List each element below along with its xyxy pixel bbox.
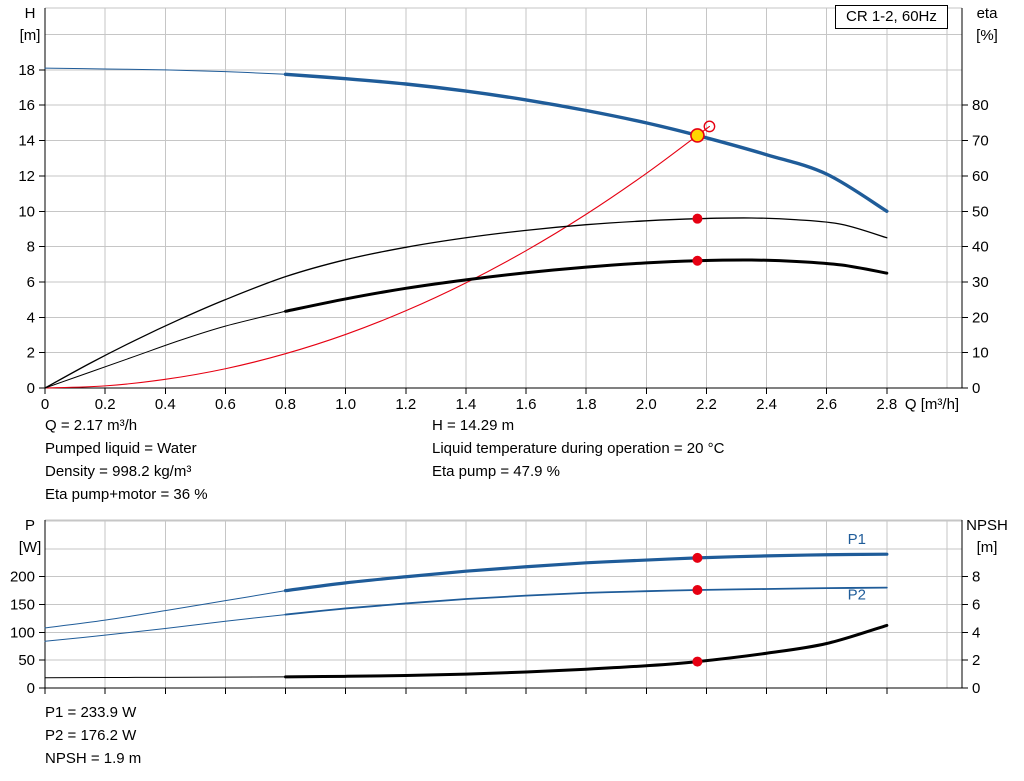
svg-text:6: 6 xyxy=(27,274,35,291)
svg-text:150: 150 xyxy=(10,597,35,614)
svg-text:2: 2 xyxy=(27,345,35,362)
series-p1 xyxy=(44,552,889,629)
svg-text:8: 8 xyxy=(972,569,980,586)
liquid-temp-text: Liquid temperature during operation = 20… xyxy=(432,440,725,457)
svg-text:H: H xyxy=(25,5,36,22)
series-p2 xyxy=(44,586,888,642)
svg-text:2: 2 xyxy=(972,652,980,669)
duty-flow-text: Q = 2.17 m³/h xyxy=(45,417,138,434)
svg-text:100: 100 xyxy=(10,624,35,641)
svg-text:[m]: [m] xyxy=(20,27,41,44)
svg-text:1.2: 1.2 xyxy=(395,396,416,412)
pump-model-badge: CR 1-2, 60Hz xyxy=(835,5,948,29)
series-system-curve xyxy=(44,125,710,389)
duty-head-text: H = 14.29 m xyxy=(432,417,515,434)
svg-text:4: 4 xyxy=(972,624,980,641)
svg-text:0.4: 0.4 xyxy=(155,396,176,412)
axis-labels: 0 2 4 6 8 10 12 14 16 18 0 10 20 30 40 50 60 70 80 0 0.2 0.4 0… xyxy=(18,5,998,412)
svg-text:2.4: 2.4 xyxy=(756,396,777,412)
series-eta-pump xyxy=(44,217,888,389)
svg-text:2.2: 2.2 xyxy=(696,396,717,412)
svg-text:[%]: [%] xyxy=(976,27,998,44)
marker-dot xyxy=(692,584,703,595)
marker-dot xyxy=(692,255,703,266)
svg-text:14: 14 xyxy=(18,133,35,150)
svg-text:0: 0 xyxy=(972,680,980,697)
power-info-column: P1 = 233.9 W P2 = 176.2 W NPSH = 1.9 m xyxy=(45,701,141,770)
marker-dot xyxy=(692,656,703,667)
svg-text:10: 10 xyxy=(18,203,35,220)
axes xyxy=(39,8,968,394)
svg-text:70: 70 xyxy=(972,133,989,150)
svg-text:NPSH: NPSH xyxy=(966,517,1008,534)
duty-point-marker[interactable] xyxy=(690,128,705,143)
grid xyxy=(45,519,962,688)
svg-text:50: 50 xyxy=(972,203,989,220)
svg-text:0: 0 xyxy=(972,380,980,397)
svg-text:0: 0 xyxy=(27,680,35,697)
svg-text:0.2: 0.2 xyxy=(95,396,116,412)
series-label-P1: P1 xyxy=(848,531,866,548)
hq-eta-chart: 0 2 4 6 8 10 12 14 16 18 0 10 20 30 40 50 60 70 80 0 0.2 0.4 0… xyxy=(18,5,998,412)
grid xyxy=(45,7,962,388)
svg-text:0.6: 0.6 xyxy=(215,396,236,412)
density-text: Density = 998.2 kg/m³ xyxy=(45,463,192,480)
axis-labels: 0 50 100 150 200 0 2 4 6 8 P [W] NPSH [m] xyxy=(10,517,1008,697)
svg-text:eta: eta xyxy=(977,5,999,22)
svg-text:12: 12 xyxy=(18,168,35,185)
eta-pump-motor-text: Eta pump+motor = 36 % xyxy=(45,486,208,503)
svg-text:16: 16 xyxy=(18,97,35,114)
p2-value-text: P2 = 176.2 W xyxy=(45,727,137,744)
svg-text:1.0: 1.0 xyxy=(335,396,356,412)
svg-text:2.6: 2.6 xyxy=(816,396,837,412)
svg-text:1.6: 1.6 xyxy=(516,396,537,412)
npsh-value-text: NPSH = 1.9 m xyxy=(45,750,142,767)
marker-dot xyxy=(692,552,703,563)
marker-dot xyxy=(692,213,703,224)
svg-text:18: 18 xyxy=(18,62,35,79)
svg-text:1.8: 1.8 xyxy=(576,396,597,412)
duty-info-left-column: Q = 2.17 m³/h Pumped liquid = Water Dens… xyxy=(45,414,208,506)
svg-text:2.8: 2.8 xyxy=(876,396,897,412)
svg-text:10: 10 xyxy=(972,345,989,362)
series-npsh xyxy=(44,623,889,679)
svg-text:50: 50 xyxy=(18,652,35,669)
svg-text:P: P xyxy=(25,517,35,534)
svg-text:80: 80 xyxy=(972,97,989,114)
axes xyxy=(39,520,968,694)
svg-text:Q [m³/h]: Q [m³/h] xyxy=(905,396,959,412)
svg-text:30: 30 xyxy=(972,274,989,291)
pumped-liquid-text: Pumped liquid = Water xyxy=(45,440,197,457)
duty-info-right-column: H = 14.29 m Liquid temperature during op… xyxy=(432,414,724,483)
svg-text:8: 8 xyxy=(27,239,35,256)
svg-text:20: 20 xyxy=(972,309,989,326)
svg-text:2.0: 2.0 xyxy=(636,396,657,412)
marker-open xyxy=(703,120,716,133)
power-npsh-chart: 0 50 100 150 200 0 2 4 6 8 P [W] NPSH [m] P1 P2 xyxy=(10,517,1008,697)
series-label-P2: P2 xyxy=(848,587,866,604)
series-eta-pump-motor xyxy=(44,258,889,389)
p1-value-text: P1 = 233.9 W xyxy=(45,704,137,721)
svg-text:0.8: 0.8 xyxy=(275,396,296,412)
svg-text:60: 60 xyxy=(972,168,989,185)
eta-pump-text: Eta pump = 47.9 % xyxy=(432,463,560,480)
svg-text:[W]: [W] xyxy=(19,539,42,556)
svg-text:[m]: [m] xyxy=(977,539,998,556)
svg-text:6: 6 xyxy=(972,597,980,614)
svg-text:1.4: 1.4 xyxy=(455,396,476,412)
svg-text:200: 200 xyxy=(10,569,35,586)
svg-text:0: 0 xyxy=(41,396,49,412)
svg-text:4: 4 xyxy=(27,309,35,326)
svg-text:0: 0 xyxy=(27,380,35,397)
series-head xyxy=(44,67,889,213)
svg-text:40: 40 xyxy=(972,239,989,256)
